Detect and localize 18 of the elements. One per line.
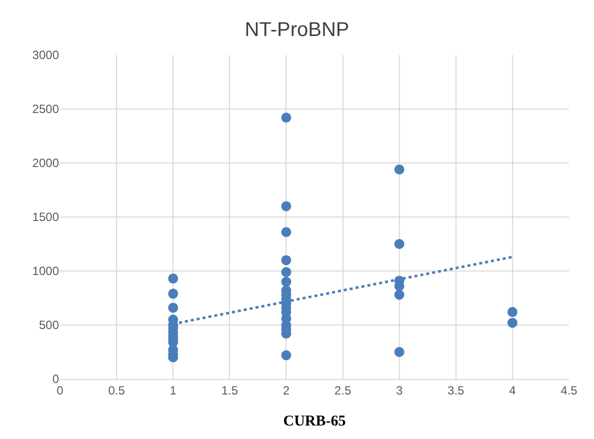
y-tick-label: 3000 xyxy=(32,48,60,62)
y-tick-label: 1000 xyxy=(32,264,60,278)
x-tick-label: 3 xyxy=(396,383,403,398)
chart-title: NT-ProBNP xyxy=(244,18,350,41)
x-tick-label: 4.5 xyxy=(560,383,578,398)
y-tick-label: 500 xyxy=(38,318,60,332)
y-tick-label: 2000 xyxy=(32,156,60,170)
x-tick-label: 3.5 xyxy=(448,383,465,398)
x-tick-label: 0.5 xyxy=(108,383,126,398)
y-tick-label: 1500 xyxy=(32,210,60,224)
x-tick-label: 2.5 xyxy=(334,383,352,398)
y-tick-label: 0 xyxy=(52,372,60,386)
y-tick-label: 2500 xyxy=(32,102,60,116)
x-tick-label: 1.5 xyxy=(221,383,238,398)
x-tick-label: 1 xyxy=(170,383,177,398)
x-tick-label: 4 xyxy=(509,383,516,398)
x-axis-title: CURB-65 xyxy=(283,413,346,430)
x-tick-label: 2 xyxy=(282,383,290,398)
